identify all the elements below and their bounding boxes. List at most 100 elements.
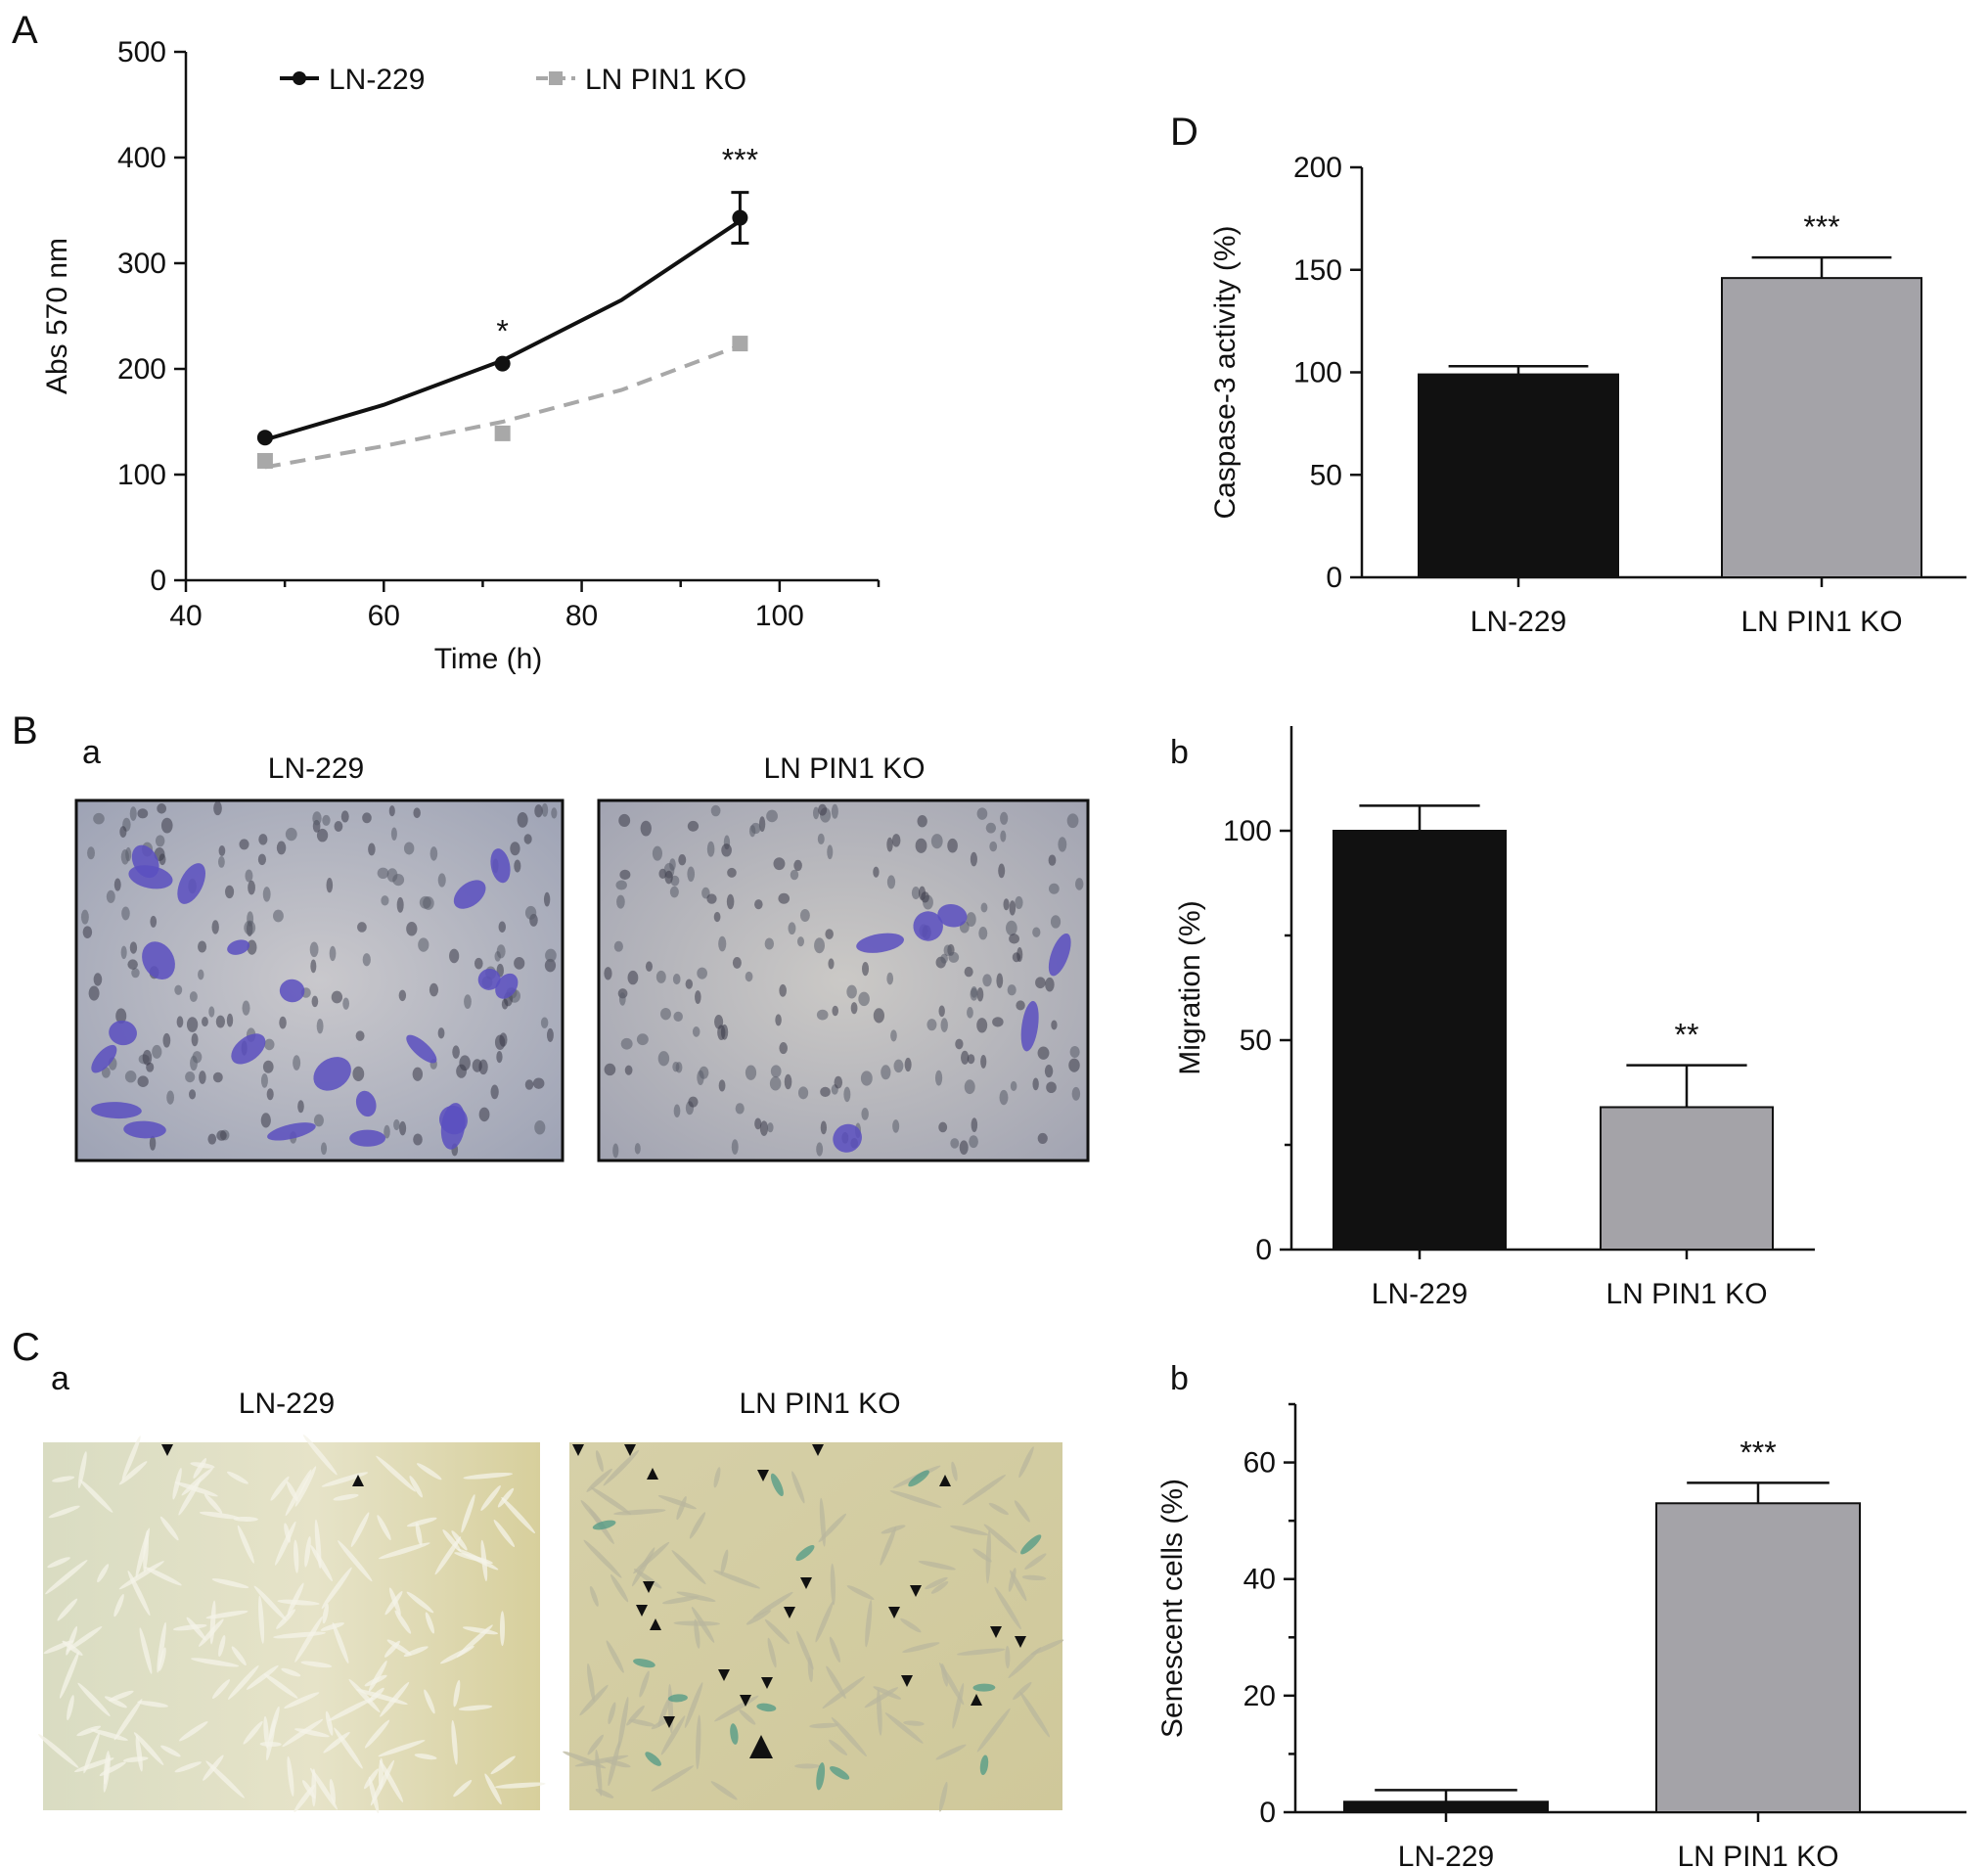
fibroblast-cell: [671, 1550, 706, 1585]
membrane-pore: [767, 1122, 774, 1133]
membrane-pore: [687, 820, 700, 832]
membrane-pore: [685, 979, 694, 989]
membrane-pore: [326, 878, 334, 893]
fibroblast-cell: [37, 1733, 79, 1768]
fibroblast-cell: [830, 1563, 836, 1606]
panel-b-sub-a: a: [82, 734, 101, 771]
fibroblast-cell: [266, 1718, 276, 1761]
data-point: [494, 355, 511, 372]
membrane-pore: [672, 1061, 680, 1072]
membrane-pore: [989, 841, 998, 852]
membrane-pore: [890, 1029, 897, 1042]
membrane-pore: [718, 1079, 726, 1092]
membrane-pore: [934, 1070, 943, 1086]
fibroblast-cell: [950, 1525, 989, 1536]
membrane-pore: [316, 1018, 324, 1034]
membrane-pore: [88, 985, 100, 1001]
significance-marker: ***: [1740, 1435, 1776, 1470]
bar-ln229: [1343, 1800, 1549, 1813]
arrowhead-marker: [572, 1444, 584, 1456]
membrane-pore: [189, 991, 198, 1003]
fibroblast-cell: [684, 1682, 703, 1729]
fibroblast-cell: [462, 1626, 498, 1635]
membrane-pore: [1048, 854, 1057, 866]
membrane-pore: [985, 822, 997, 834]
y-tick-label: 400: [117, 142, 166, 174]
legend: LN-229 LN PIN1 KO: [280, 64, 746, 96]
data-point: [494, 425, 511, 441]
membrane-pore: [191, 1032, 199, 1047]
beta-gal-positive-cell: [770, 1473, 784, 1497]
significance-marker: **: [1675, 1018, 1699, 1053]
membrane-pore: [969, 1135, 978, 1149]
membrane-pore: [1010, 1080, 1017, 1092]
fibroblast-cell: [451, 1719, 458, 1765]
y-tick-label: 0: [150, 565, 166, 597]
membrane-pore: [843, 1086, 851, 1103]
membrane-pore: [812, 806, 820, 820]
membrane-pore: [827, 844, 834, 860]
membrane-pore: [429, 846, 438, 861]
fibroblast-cell: [386, 1639, 412, 1656]
bar-ln229: [1418, 373, 1619, 578]
senescent-cells: [37, 1435, 1064, 1814]
membrane-pore: [860, 1071, 873, 1086]
beta-gal-positive-cell: [795, 1545, 815, 1562]
membrane-pore: [276, 841, 287, 855]
fibroblast-cell: [350, 1512, 370, 1547]
fibroblast-cell: [1030, 1639, 1064, 1656]
fibroblast-cell: [285, 1469, 312, 1517]
fibroblast-cell: [962, 1475, 1006, 1506]
fibroblast-cell: [144, 1567, 182, 1586]
membrane-pore: [750, 822, 761, 835]
membrane-pore: [893, 1059, 904, 1073]
membrane-pore: [604, 967, 612, 980]
fibroblast-cell: [439, 1646, 474, 1664]
membrane-pore: [150, 915, 158, 928]
membrane-pore: [886, 972, 894, 985]
membrane-pore: [198, 940, 207, 953]
membrane-pore: [678, 854, 687, 866]
fibroblast-cell: [174, 1481, 218, 1497]
x-category-label: LN-229: [1470, 606, 1566, 638]
migrated-cell: [355, 1090, 377, 1117]
membrane-pore: [799, 908, 810, 923]
membrane-pore: [384, 1124, 390, 1139]
membrane-pore: [1037, 1046, 1050, 1060]
beta-gal-positive-cell: [730, 1723, 739, 1745]
fibroblast-cell: [325, 1710, 334, 1736]
membrane-pore: [820, 1120, 828, 1135]
arrowhead-marker: [971, 1694, 982, 1706]
data-point: [732, 336, 748, 352]
y-tick-label: 100: [1293, 357, 1342, 389]
fibroblast-cell: [846, 1585, 875, 1600]
x-category-label: LN-229: [1372, 1278, 1468, 1310]
membrane-pore: [970, 851, 977, 867]
fibroblast-cell: [815, 1601, 834, 1643]
fibroblast-cell: [1005, 1645, 1011, 1669]
membrane-pore: [976, 1018, 988, 1033]
membrane-pore: [615, 880, 627, 890]
membrane-pore: [399, 1120, 407, 1136]
fibroblast-cell: [139, 1627, 153, 1674]
arrowhead-marker: [352, 1475, 364, 1486]
arrowhead-marker: [740, 1695, 751, 1707]
membrane-pore: [881, 1065, 891, 1080]
fibroblast-cell: [205, 1760, 245, 1799]
membrane-pore: [862, 961, 870, 977]
fibroblast-cell: [1019, 1691, 1051, 1738]
membrane-pore: [342, 997, 350, 1010]
fibroblast-cell: [865, 1599, 873, 1648]
membrane-pore: [514, 859, 521, 873]
membrane-pore: [971, 1117, 978, 1133]
fibroblast-cell: [66, 1626, 103, 1652]
arrowhead-marker: [718, 1669, 730, 1681]
membrane-pore: [718, 935, 727, 952]
fibroblast-cell: [328, 1697, 374, 1722]
membrane-pore: [636, 1033, 649, 1046]
membrane-pore: [452, 1045, 460, 1059]
membrane-pore: [464, 994, 472, 1010]
fibroblast-cell: [900, 1617, 922, 1633]
fibroblast-cell: [218, 1635, 226, 1658]
membrane-pore: [964, 966, 973, 978]
